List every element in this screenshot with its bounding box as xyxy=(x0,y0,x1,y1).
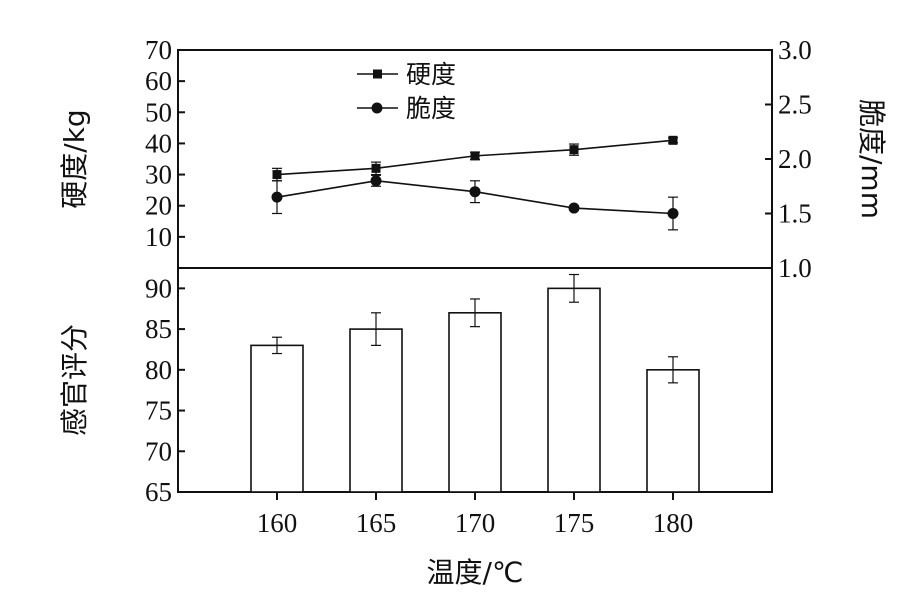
marker-square-4 xyxy=(668,135,678,145)
marker-square-2 xyxy=(470,151,480,161)
legend-label-1: 脆度 xyxy=(406,94,456,123)
bottom-panel: 65 70 75 80 85 90 160 165 170 175 180 感官评分 温度/℃ xyxy=(58,267,773,589)
marker-circle-1 xyxy=(370,175,382,187)
marker-circle-3 xyxy=(568,202,580,214)
x-axis: 160 165 170 175 180 xyxy=(257,492,694,538)
bar-160 xyxy=(250,344,304,493)
y-tick-label-left-2: 30 xyxy=(145,160,172,190)
top-right-axis: 1.0 1.5 2.0 2.5 3.0 xyxy=(765,35,812,283)
bottom-y-tick-label-1: 70 xyxy=(145,436,172,466)
bottom-y-tick-label-5: 90 xyxy=(145,273,172,303)
y-axis-title-left: 硬度/kg xyxy=(58,109,91,208)
y-tick-label-right-0: 1.0 xyxy=(778,253,812,283)
marker-square-0 xyxy=(272,170,282,180)
legend-marker-circle xyxy=(371,102,383,114)
bottom-y-tick-label-4: 85 xyxy=(145,314,172,344)
y-tick-label-right-4: 3.0 xyxy=(778,35,812,65)
y-tick-label-left-6: 70 xyxy=(145,35,172,65)
y-tick-label-left-3: 40 xyxy=(145,128,172,158)
legend-label-0: 硬度 xyxy=(406,60,456,89)
y-tick-label-left-1: 20 xyxy=(145,191,172,221)
marker-circle-0 xyxy=(271,191,283,203)
x-tick-label-1: 165 xyxy=(356,508,397,538)
y-axis-title-right: 脆度/mm xyxy=(855,99,888,219)
y-axis-title-bottom: 感官评分 xyxy=(58,324,91,436)
marker-square-1 xyxy=(371,163,381,173)
y-tick-label-right-2: 2.0 xyxy=(778,144,812,174)
bar-175 xyxy=(547,287,601,493)
marker-circle-4 xyxy=(667,208,679,219)
marker-square-3 xyxy=(569,145,579,155)
x-axis-title: 温度/℃ xyxy=(427,556,524,589)
bottom-y-tick-label-3: 80 xyxy=(145,355,172,385)
bar-layer xyxy=(250,273,700,493)
bar-165 xyxy=(349,328,403,493)
legend-marker-square xyxy=(373,69,382,79)
y-tick-label-right-1: 1.5 xyxy=(778,199,812,229)
bottom-left-axis: 65 70 75 80 85 90 xyxy=(145,273,185,507)
y-tick-label-right-3: 2.5 xyxy=(778,90,812,120)
y-tick-label-left-4: 50 xyxy=(145,97,172,127)
x-tick-label-2: 170 xyxy=(455,508,496,538)
bottom-y-tick-label-2: 75 xyxy=(145,396,172,426)
x-tick-label-4: 180 xyxy=(653,508,694,538)
y-tick-label-left-0: 10 xyxy=(145,222,172,252)
x-tick-label-3: 175 xyxy=(554,508,595,538)
y-tick-label-left-5: 60 xyxy=(145,66,172,96)
x-tick-label-0: 160 xyxy=(257,508,298,538)
top-series-layer xyxy=(271,135,679,231)
marker-circle-2 xyxy=(469,186,481,198)
bar-180 xyxy=(646,369,700,493)
bottom-y-tick-label-0: 65 xyxy=(145,477,172,507)
bar-170 xyxy=(448,311,502,493)
